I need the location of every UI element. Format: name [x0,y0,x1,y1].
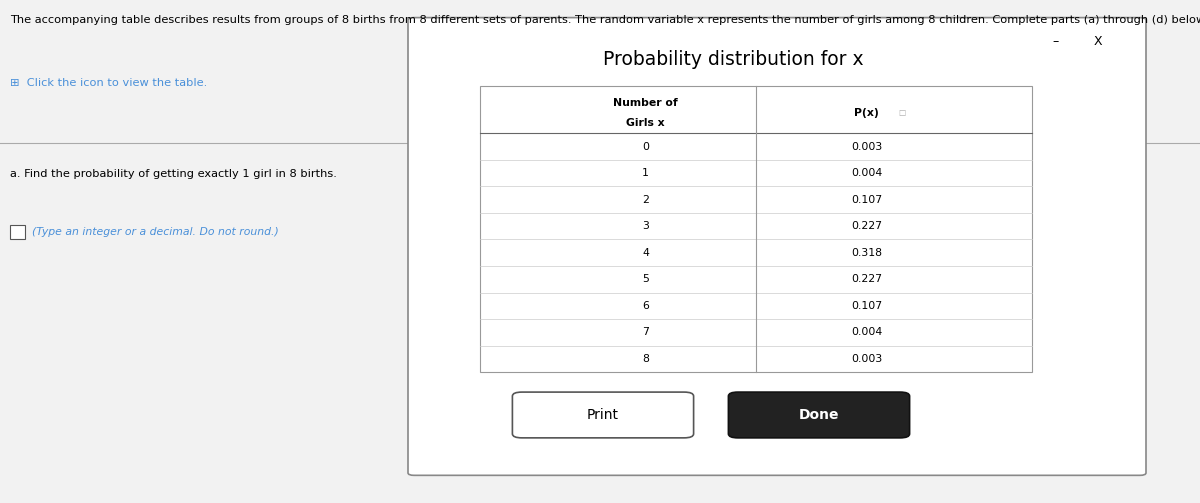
Text: Girls x: Girls x [626,118,665,128]
FancyBboxPatch shape [10,225,25,239]
Text: 6: 6 [642,301,649,311]
FancyBboxPatch shape [408,18,1146,475]
FancyBboxPatch shape [728,392,910,438]
Text: 5: 5 [642,274,649,284]
Text: 8: 8 [642,354,649,364]
Text: 0: 0 [642,141,649,151]
Text: 0.004: 0.004 [851,168,882,178]
Text: 1: 1 [642,168,649,178]
Text: ⊞  Click the icon to view the table.: ⊞ Click the icon to view the table. [10,78,206,88]
Text: 0.004: 0.004 [851,327,882,338]
Text: □: □ [899,108,906,117]
Text: 2: 2 [642,195,649,205]
Text: 0.227: 0.227 [851,274,882,284]
Text: 0.227: 0.227 [851,221,882,231]
FancyBboxPatch shape [512,392,694,438]
Text: Done: Done [799,408,839,422]
Text: Number of: Number of [613,98,678,108]
Text: The accompanying table describes results from groups of 8 births from 8 differen: The accompanying table describes results… [10,15,1200,25]
Text: P(x): P(x) [854,108,878,118]
Text: X: X [1093,35,1103,48]
Text: 0.318: 0.318 [851,248,882,258]
Text: 0.003: 0.003 [851,141,882,151]
Text: Probability distribution for x: Probability distribution for x [604,50,864,69]
Text: 4: 4 [642,248,649,258]
FancyBboxPatch shape [480,86,1032,372]
Text: 7: 7 [642,327,649,338]
Text: Print: Print [587,408,619,422]
Text: (Type an integer or a decimal. Do not round.): (Type an integer or a decimal. Do not ro… [32,227,280,237]
Text: ⋯: ⋯ [594,123,606,133]
Text: 0.003: 0.003 [851,354,882,364]
Text: 0.107: 0.107 [851,195,882,205]
Text: –: – [1052,35,1060,48]
Text: a. Find the probability of getting exactly 1 girl in 8 births.: a. Find the probability of getting exact… [10,169,336,179]
Text: 0.107: 0.107 [851,301,882,311]
Text: 3: 3 [642,221,649,231]
